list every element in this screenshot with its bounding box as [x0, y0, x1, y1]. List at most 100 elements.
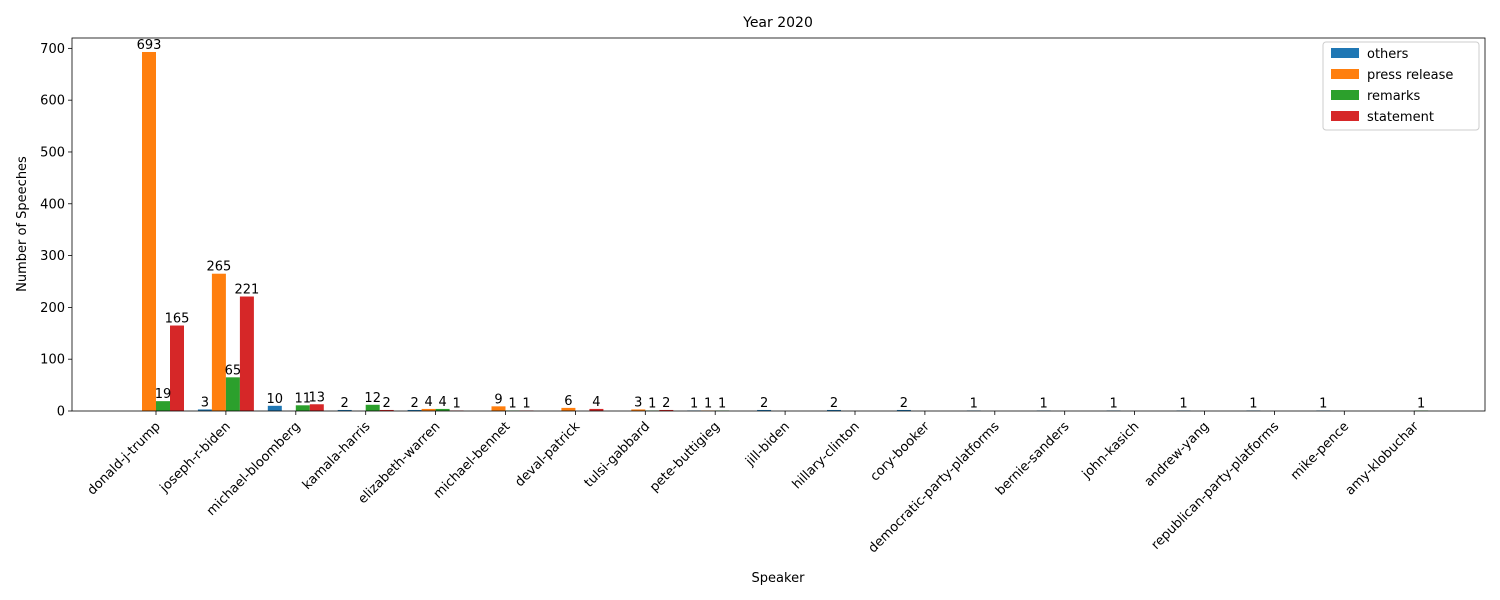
bar [659, 409, 674, 411]
plot-frame [71, 37, 1486, 412]
x-tick-label: tulsi-gabbard [582, 419, 653, 490]
bar-value-label: 2 [383, 396, 391, 411]
bar-value-label: 1 [1040, 396, 1048, 411]
bar-value-label: 12 [364, 391, 381, 406]
bar [337, 409, 352, 411]
x-tick-label: cory-booker [868, 419, 934, 485]
y-axis-label: Number of Speeches [15, 156, 30, 292]
bar-value-label: 165 [165, 312, 190, 327]
legend-swatch [1331, 69, 1359, 79]
bar-value-label: 1 [508, 396, 516, 411]
bar [435, 408, 450, 411]
bar [379, 409, 394, 411]
bar-value-label: 2 [830, 396, 838, 411]
bar-value-label: 9 [494, 392, 502, 407]
legend-label: press release [1367, 68, 1453, 83]
bar-value-label: 1 [1179, 396, 1187, 411]
bar [142, 51, 156, 412]
bar-value-label: 2 [341, 396, 349, 411]
x-tick-label: joseph-r-biden [157, 419, 234, 496]
x-tick-label: michael-bennet [431, 419, 514, 502]
x-tick-label: bernie-sanders [993, 419, 1073, 499]
bar-value-label: 2 [900, 396, 908, 411]
bar-value-label: 6 [564, 394, 572, 409]
bar [407, 409, 422, 411]
x-axis-label: Speaker [752, 571, 806, 586]
bar-value-label: 1 [690, 396, 698, 411]
bar [896, 409, 911, 411]
y-tick-label: 100 [40, 353, 65, 368]
bar [589, 408, 604, 411]
legend-label: statement [1367, 110, 1434, 125]
y-tick-label: 300 [40, 249, 65, 264]
bar-value-label: 1 [704, 396, 712, 411]
legend: others press release remarks statement [1322, 41, 1480, 131]
bar-value-label: 693 [137, 38, 162, 53]
bar-value-label: 3 [201, 395, 209, 410]
bar-value-label: 1 [522, 396, 530, 411]
bar-value-label: 1 [452, 396, 460, 411]
legend-label: others [1367, 47, 1409, 62]
bar-value-label: 2 [760, 396, 768, 411]
bar-value-label: 1 [1109, 396, 1117, 411]
bar [295, 405, 310, 411]
bar [170, 325, 184, 411]
bars-layer [142, 51, 1429, 412]
y-axis: 0 100 200 300 400 500 600 700 [40, 42, 72, 420]
x-tick-label: john-kasich [1079, 419, 1142, 482]
bar [561, 407, 576, 411]
bar [365, 404, 380, 411]
chart-title: Year 2020 [742, 15, 813, 31]
x-tick-label: amy-klobuchar [1343, 419, 1423, 499]
bar-value-label: 4 [424, 395, 432, 410]
bar [421, 408, 436, 411]
bar-value-label: 3 [634, 395, 642, 410]
y-tick-label: 0 [57, 405, 65, 420]
bar [197, 409, 212, 411]
bar-value-label: 2 [662, 396, 670, 411]
bar-value-label: 1 [970, 396, 978, 411]
legend-swatch [1331, 90, 1359, 100]
bar [156, 401, 170, 411]
x-axis: donald-j-trumpjoseph-r-bidenmichael-bloo… [85, 411, 1423, 556]
bar [631, 409, 646, 411]
legend-label: remarks [1367, 89, 1421, 104]
x-tick-label: kamala-harris [300, 419, 374, 493]
y-tick-label: 700 [40, 42, 65, 57]
bar-value-label: 1 [1417, 396, 1425, 411]
bar-value-label: 13 [309, 390, 326, 405]
bar [309, 404, 324, 411]
bar-value-label: 65 [225, 363, 242, 378]
bar-value-label: 4 [438, 395, 446, 410]
bar-value-label: 265 [206, 260, 231, 275]
bar [827, 409, 841, 411]
x-tick-label: hillary-clinton [790, 419, 863, 492]
legend-swatch [1331, 48, 1359, 58]
bar-value-label: 1 [1319, 396, 1327, 411]
bar [491, 406, 506, 411]
x-tick-label: pete-buttigieg [647, 419, 723, 495]
bar-value-label: 221 [234, 283, 259, 298]
bar-value-label: 4 [592, 395, 600, 410]
bar [211, 273, 226, 411]
bar-value-label: 1 [1249, 396, 1257, 411]
bar [267, 405, 282, 411]
y-tick-label: 400 [40, 197, 65, 212]
y-tick-label: 200 [40, 301, 65, 316]
x-tick-label: jill-biden [742, 419, 793, 470]
bar-value-label: 10 [267, 392, 284, 407]
x-tick-label: deval-patrick [512, 419, 583, 490]
bar-value-label: 1 [648, 396, 656, 411]
legend-frame [1322, 41, 1480, 131]
y-tick-label: 600 [40, 94, 65, 109]
x-tick-label: republican-party-platforms [1149, 419, 1283, 553]
bar [225, 377, 240, 411]
x-tick-label: mike-pence [1288, 419, 1352, 483]
bar-value-label: 19 [155, 387, 172, 402]
legend-swatch [1331, 111, 1359, 121]
bar-value-label: 11 [295, 391, 312, 406]
x-tick-label: donald-j-trump [85, 419, 164, 498]
bar-value-label: 2 [410, 396, 418, 411]
bar-value-label: 1 [718, 396, 726, 411]
